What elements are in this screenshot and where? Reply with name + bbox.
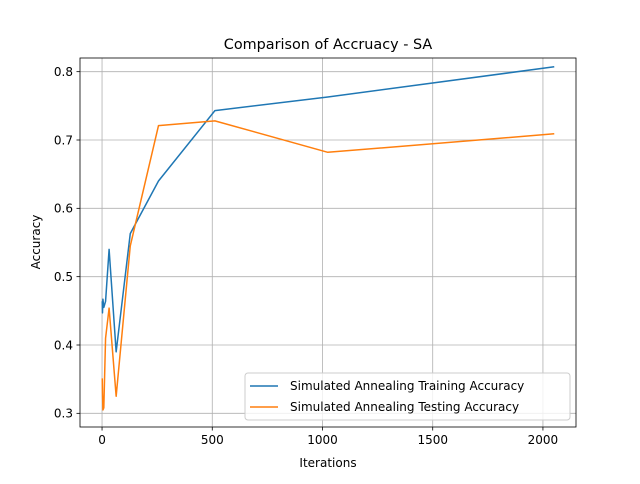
axis-ticks: 0 500 1000 1500 2000 0.3 0.4 0.5 0.6 0.7 0.8	[54, 65, 558, 447]
series-line-training	[101, 66, 555, 353]
y-tick-label: 0.4	[54, 338, 73, 352]
plot-lines	[101, 66, 555, 411]
axes-frame	[79, 57, 577, 428]
legend-box	[244, 372, 571, 421]
y-tick-label: 0.8	[54, 65, 73, 79]
grid	[80, 58, 576, 427]
chart-title: Comparison of Accruacy - SA	[224, 37, 433, 53]
legend: Simulated Annealing Training Accuracy Si…	[244, 372, 571, 421]
y-tick-label: 0.6	[54, 202, 73, 216]
x-tick-label: 2000	[528, 433, 559, 447]
y-tick-label: 0.5	[54, 270, 73, 284]
x-tick-label: 1500	[417, 433, 448, 447]
x-axis-label: Iterations	[299, 456, 356, 470]
series-line-testing	[101, 120, 555, 411]
x-tick-label: 1000	[307, 433, 338, 447]
y-tick-label: 0.7	[54, 133, 73, 147]
x-tick-label: 0	[98, 433, 106, 447]
y-tick-label: 0.3	[54, 407, 73, 421]
x-tick-label: 500	[201, 433, 224, 447]
y-axis-label: Accuracy	[29, 215, 43, 270]
legend-label-testing: Simulated Annealing Testing Accuracy	[290, 400, 519, 414]
legend-label-training: Simulated Annealing Training Accuracy	[290, 379, 524, 393]
